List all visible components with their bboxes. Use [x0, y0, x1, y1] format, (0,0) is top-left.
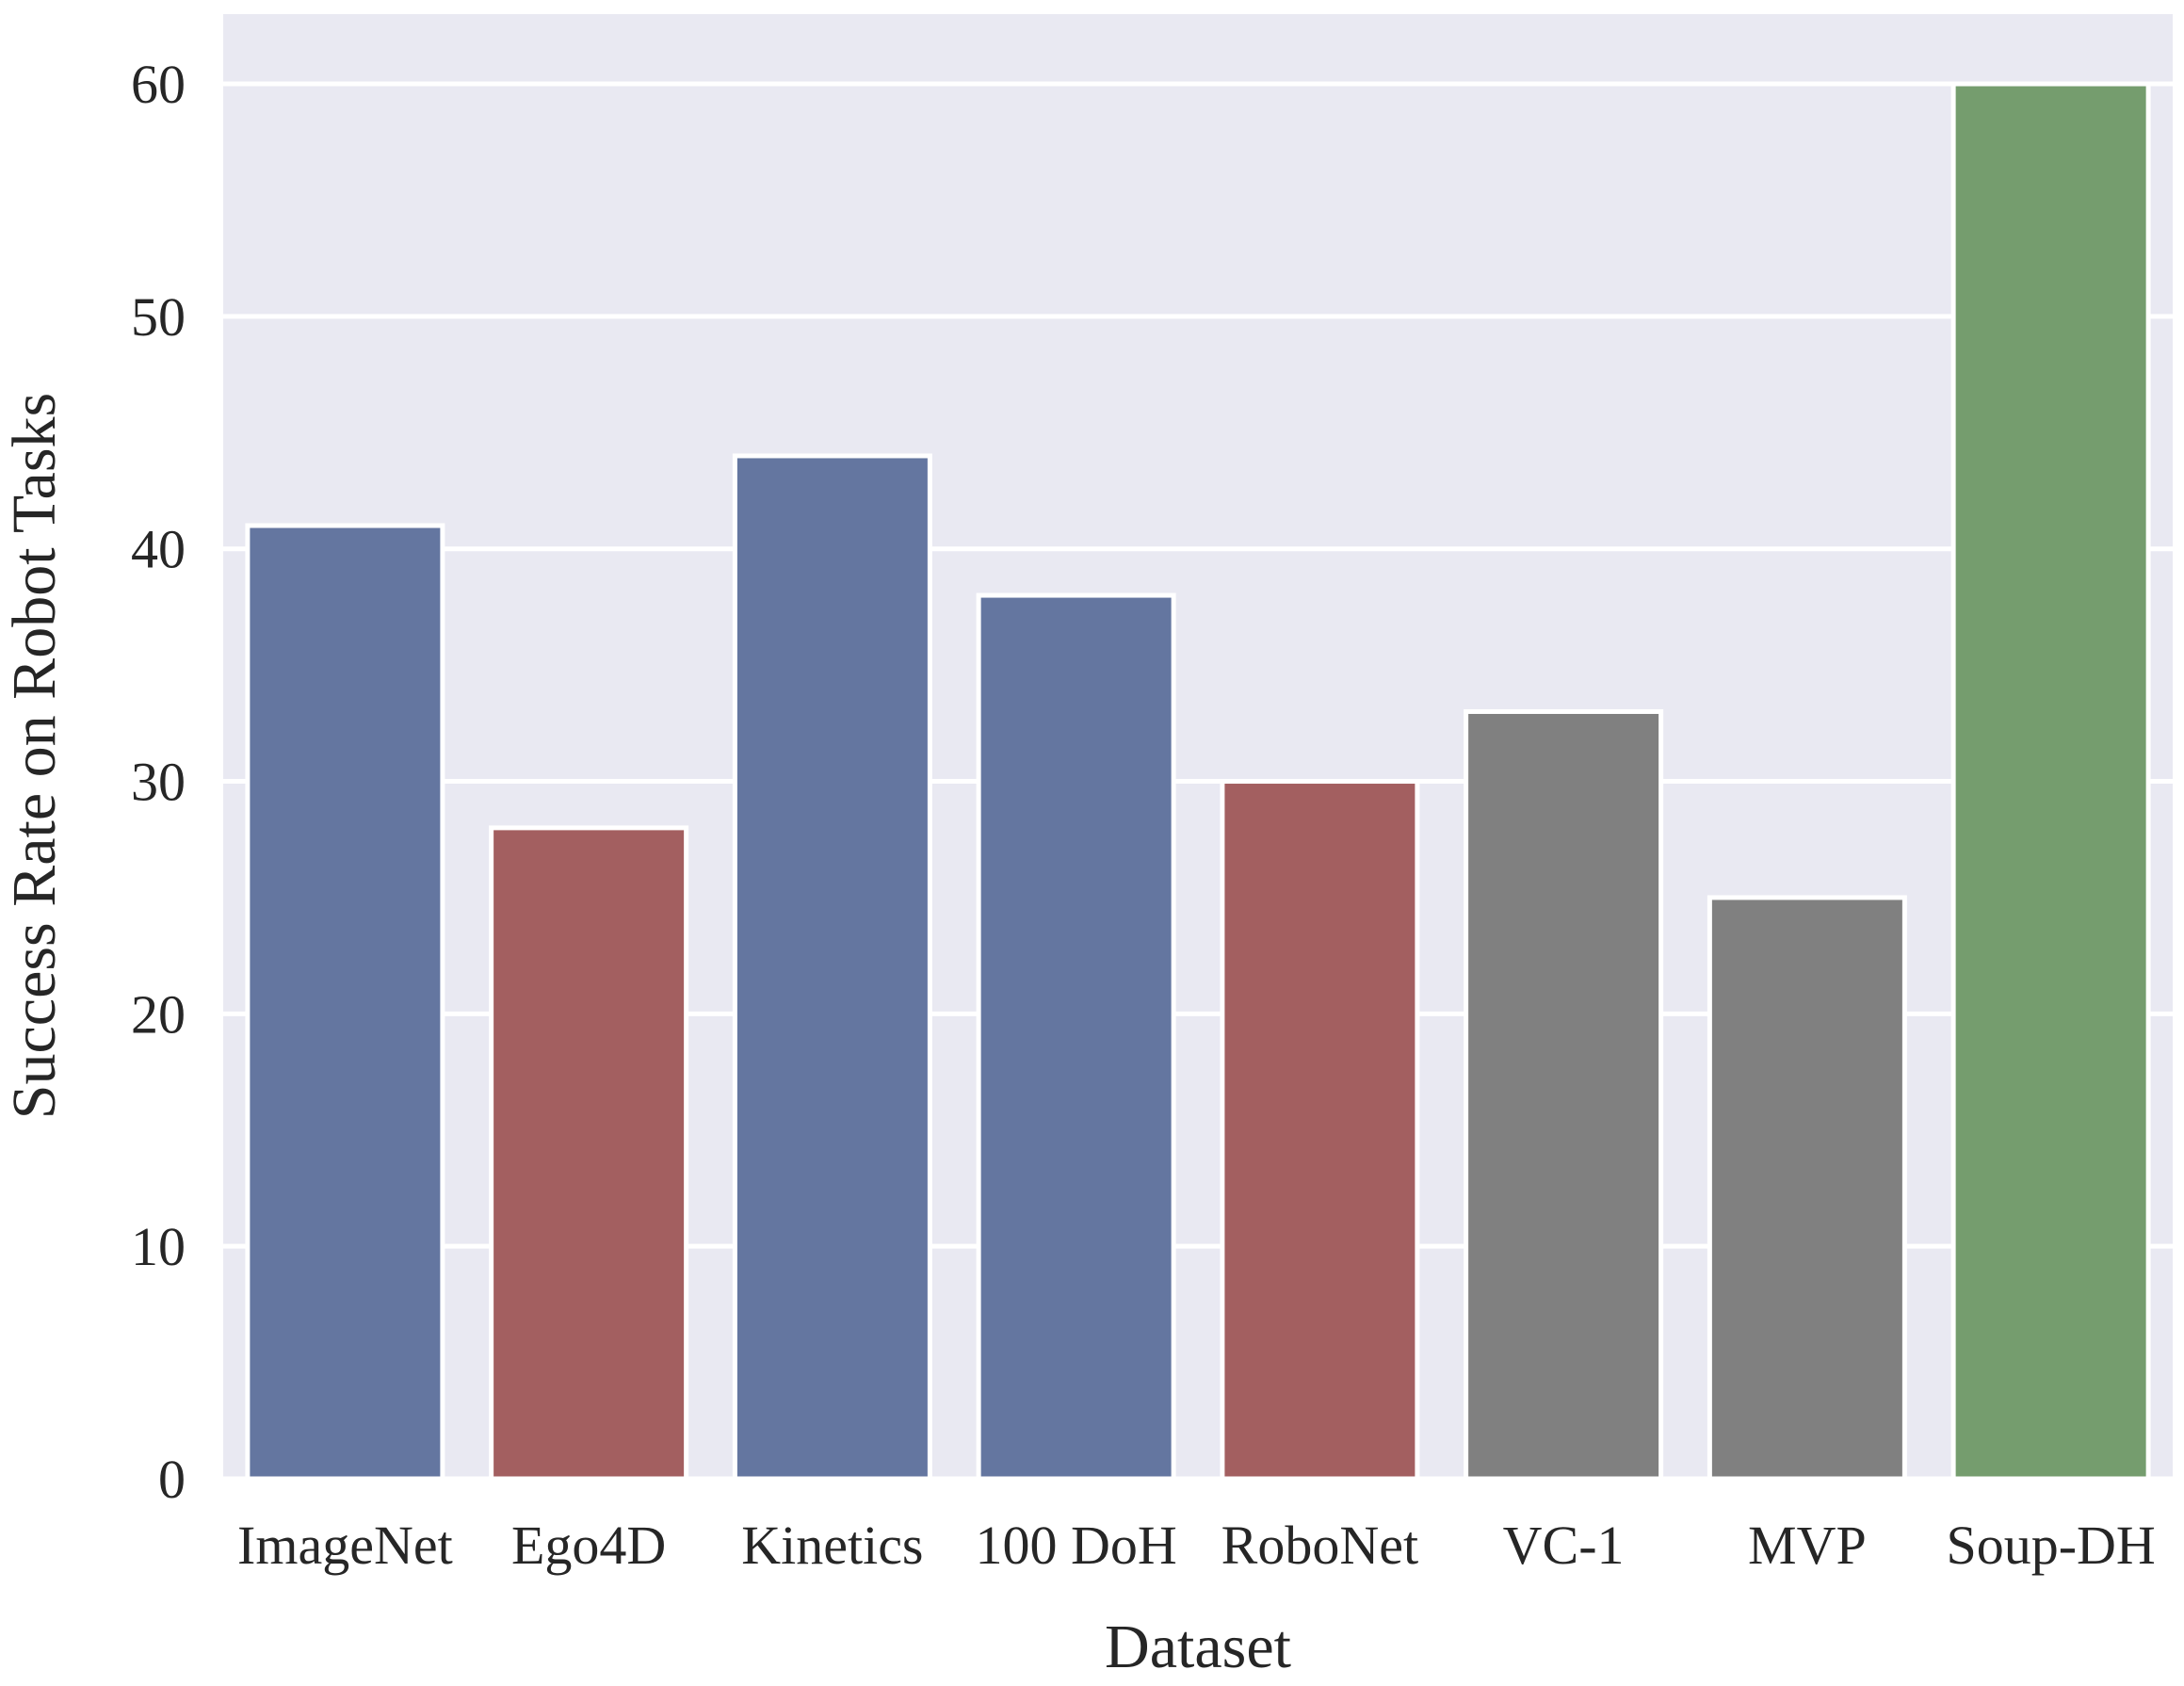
y-axis-label: Success Rate on Robot Tasks	[0, 393, 69, 1119]
x-tick-label: Soup-DH	[1946, 1515, 2155, 1576]
bar-imagenet	[248, 526, 443, 1479]
y-tick-label: 0	[158, 1449, 186, 1510]
x-tick-label: ImageNet	[237, 1515, 453, 1576]
bar-robonet	[1222, 782, 1417, 1479]
y-tick-label: 10	[131, 1216, 186, 1277]
y-tick-label: 20	[131, 983, 186, 1045]
y-tick-label: 60	[131, 54, 186, 115]
x-tick-label: RoboNet	[1221, 1515, 1418, 1576]
y-tick-label: 40	[131, 519, 186, 580]
bar-100-doh	[979, 595, 1173, 1479]
x-tick-label: VC-1	[1503, 1515, 1625, 1576]
x-tick-label: Ego4D	[511, 1515, 666, 1576]
bar-vc-1	[1466, 711, 1661, 1479]
bar-kinetics	[735, 456, 930, 1479]
x-tick-label: MVP	[1748, 1515, 1867, 1576]
y-tick-label: 30	[131, 752, 186, 813]
bar-ego4d	[492, 828, 687, 1479]
x-tick-label: 100 DoH	[975, 1515, 1176, 1576]
x-tick-labels: ImageNet Ego4D Kinetics 100 DoH RoboNet VC-1 M…	[237, 1515, 2156, 1576]
x-tick-label: Kinetics	[741, 1515, 923, 1576]
y-tick-labels: 0 10 20 30 40 50 60	[131, 54, 186, 1510]
bar-mvp	[1709, 898, 1904, 1479]
bar-soup-dh	[1953, 84, 2148, 1479]
y-tick-label: 50	[131, 286, 186, 348]
x-axis-label: Dataset	[1105, 1613, 1291, 1681]
